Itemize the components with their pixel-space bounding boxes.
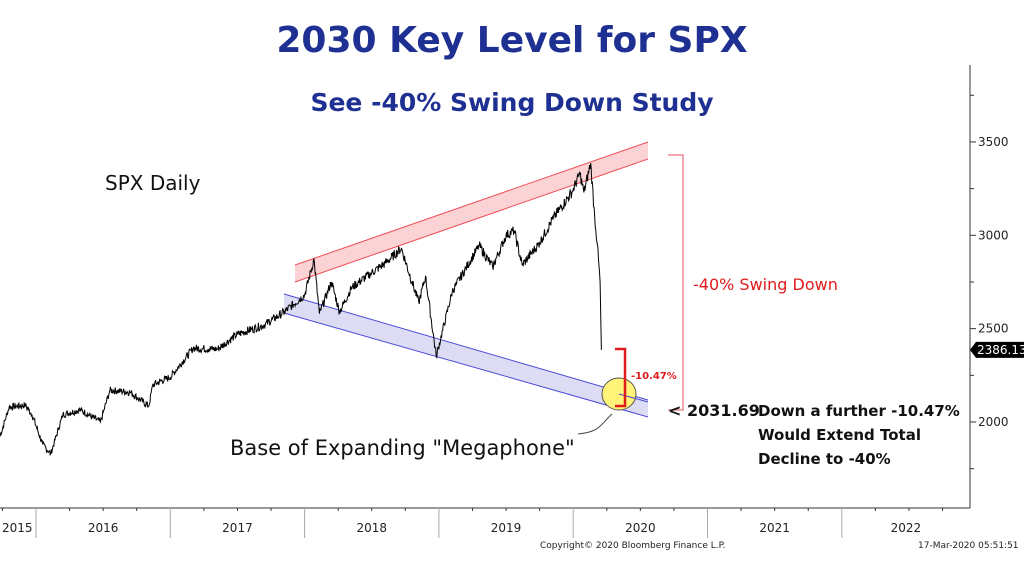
note-line-2: Would Extend Total	[758, 426, 921, 444]
callout-line	[577, 413, 613, 435]
upper-channel-top-line	[294, 141, 649, 266]
x-tick-label: 2017	[222, 521, 253, 535]
channel-bands	[283, 141, 649, 418]
x-tick-label: 2016	[88, 521, 119, 535]
x-tick-label: 2018	[356, 521, 387, 535]
timestamp: 17-Mar-2020 05:51:51	[918, 541, 1019, 551]
x-tick-label: 2015	[2, 521, 33, 535]
further-decline-pct: -10.47%	[631, 371, 677, 382]
y-tick-label: 2000	[978, 415, 1009, 429]
swing-bracket	[668, 154, 684, 411]
swing-down-label: -40% Swing Down	[693, 275, 838, 294]
note-line-3: Decline to -40%	[758, 450, 891, 468]
x-tick-label: 2021	[759, 521, 790, 535]
megaphone-base-label: Base of Expanding "Megaphone"	[230, 436, 575, 460]
upper-channel-band	[295, 142, 648, 282]
further-decline-bracket	[615, 347, 627, 408]
chart-title: 2030 Key Level for SPX	[276, 20, 748, 61]
upper-channel-bottom-line	[294, 158, 649, 283]
x-tick-label: 2019	[491, 521, 522, 535]
axes: 2000 2500 3000 3500 2386.13 2015 2016 2017 2018 2…	[0, 65, 1024, 538]
spx-price-line	[0, 163, 602, 456]
last-value-label: 2386.13	[977, 343, 1024, 357]
series-label: SPX Daily	[105, 171, 201, 195]
lower-channel-bottom-line	[283, 312, 649, 418]
note-line-1: Down a further -10.47%	[758, 402, 960, 420]
annotation-marks	[577, 154, 684, 435]
lower-channel-top-line	[283, 293, 649, 401]
chart-subtitle: See -40% Swing Down Study	[310, 88, 714, 117]
y-tick-label: 3500	[978, 135, 1009, 149]
target-level-label: < 2031.69	[668, 401, 760, 420]
y-tick-label: 2500	[978, 322, 1009, 336]
x-tick-label: 2022	[891, 521, 922, 535]
x-tick-label: 2020	[625, 521, 656, 535]
copyright: Copyright© 2020 Bloomberg Finance L.P.	[540, 541, 726, 551]
last-value-tag	[970, 341, 1024, 358]
lower-channel-band	[284, 294, 648, 417]
y-tick-label: 3000	[978, 228, 1009, 242]
